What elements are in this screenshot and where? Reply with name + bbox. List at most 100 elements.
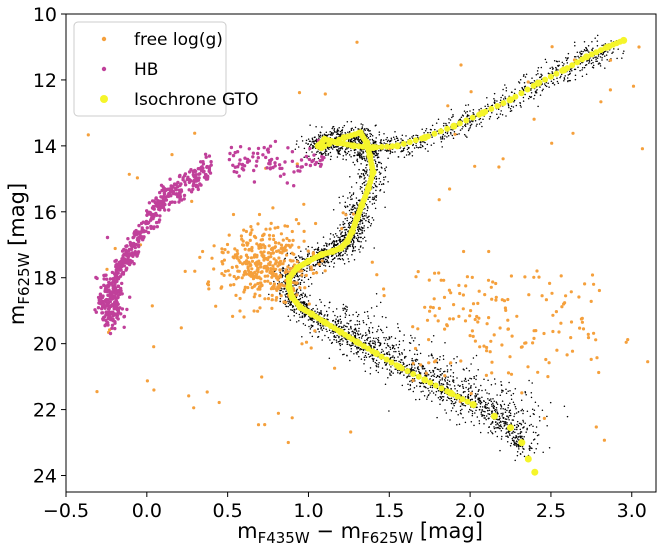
data-point (411, 337, 413, 339)
data-point (204, 155, 208, 159)
data-point (362, 320, 364, 322)
data-point (570, 68, 572, 70)
data-point (483, 378, 485, 381)
data-point (504, 422, 507, 424)
data-point (491, 420, 494, 423)
data-point (348, 221, 351, 224)
data-point (453, 130, 456, 133)
data-point (555, 69, 557, 71)
data-point (442, 125, 445, 127)
data-point (387, 139, 389, 142)
data-point (271, 264, 275, 268)
data-point (623, 50, 625, 52)
data-point (539, 94, 542, 96)
data-point (539, 86, 541, 88)
data-point (358, 248, 360, 251)
data-point (490, 398, 492, 400)
data-point (487, 397, 489, 400)
data-point (467, 396, 469, 399)
data-point (362, 215, 364, 218)
data-point (155, 225, 159, 229)
data-point (485, 349, 489, 353)
data-point (365, 134, 368, 137)
data-point (490, 384, 493, 386)
data-point (349, 191, 351, 194)
data-point (386, 136, 388, 139)
data-point (501, 94, 504, 97)
data-point (324, 152, 327, 155)
data-point (350, 240, 352, 243)
data-point (505, 87, 508, 89)
data-point (293, 308, 295, 311)
data-point (343, 324, 345, 327)
data-point (309, 124, 311, 126)
data-point (485, 418, 487, 421)
data-point (459, 409, 462, 412)
data-point (430, 353, 433, 355)
data-point (344, 148, 347, 151)
data-point (490, 360, 494, 364)
data-point (339, 318, 342, 321)
data-point (357, 152, 359, 154)
data-point (517, 81, 520, 83)
data-point (352, 192, 355, 194)
data-point (560, 73, 563, 76)
data-point (93, 308, 97, 312)
data-point (312, 263, 314, 266)
data-point (356, 154, 359, 157)
data-point (342, 158, 344, 160)
data-point (388, 351, 390, 353)
data-point (324, 314, 326, 316)
data-point (353, 259, 356, 261)
data-point (503, 421, 506, 423)
data-point (238, 296, 242, 301)
data-point (377, 329, 379, 331)
data-point (187, 394, 191, 398)
data-point (590, 59, 593, 62)
data-point (452, 381, 455, 383)
data-point (525, 431, 527, 433)
data-point (429, 131, 432, 134)
data-point (319, 134, 322, 136)
data-point (326, 260, 328, 263)
data-point (152, 345, 156, 349)
data-point (341, 234, 344, 237)
data-point (536, 88, 538, 91)
data-point (431, 390, 433, 392)
data-point (374, 346, 376, 349)
data-point (342, 259, 345, 261)
data-point (365, 323, 368, 326)
data-point (483, 293, 487, 297)
data-point (248, 232, 252, 237)
data-point (435, 122, 438, 124)
data-point (504, 418, 507, 420)
data-point (476, 123, 478, 125)
data-point (219, 286, 223, 290)
data-point (502, 98, 505, 100)
data-point (475, 406, 478, 409)
data-point (257, 246, 261, 250)
data-point (377, 341, 379, 343)
data-point (524, 76, 527, 78)
data-point (367, 353, 370, 355)
data-point (372, 198, 375, 201)
data-point (403, 156, 406, 159)
data-point (361, 227, 364, 229)
data-point (356, 353, 358, 355)
data-point (348, 130, 351, 133)
data-point (170, 200, 174, 204)
data-point (283, 224, 287, 228)
data-point (312, 146, 314, 148)
data-point (332, 332, 334, 334)
data-point (267, 244, 271, 248)
data-point (447, 397, 450, 400)
data-point (466, 114, 469, 117)
data-point (423, 141, 425, 143)
data-point (332, 244, 335, 247)
data-point (244, 272, 249, 276)
data-point (328, 306, 330, 309)
data-point (404, 356, 406, 358)
data-point (439, 398, 441, 401)
data-point (337, 322, 340, 324)
data-point (359, 349, 361, 351)
